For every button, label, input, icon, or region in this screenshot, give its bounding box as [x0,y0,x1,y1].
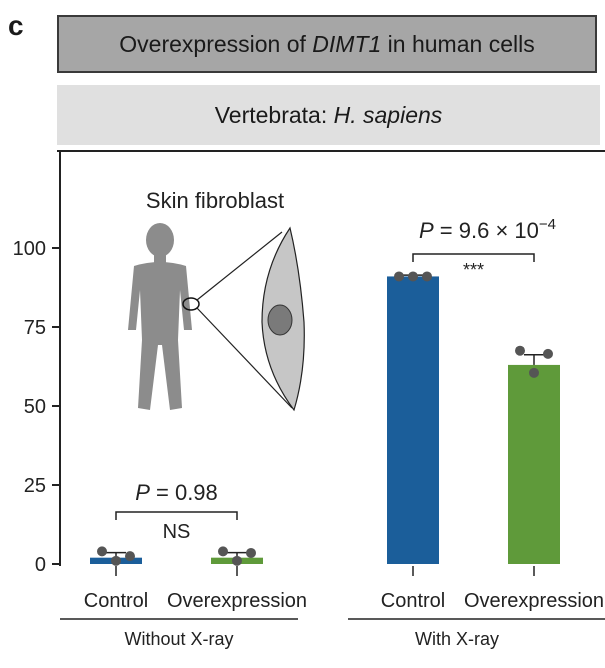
group-label: Without X-ray [124,629,233,649]
y-tick-label: 50 [24,396,46,418]
x-tick-label: Control [381,590,445,612]
title-gene: DIMT1 [312,30,382,57]
y-tick-label: 25 [24,475,46,497]
group-label: With X-ray [415,629,499,649]
data-point [394,271,404,282]
skin-fibroblast-illustration: Skin fibroblast [128,188,305,412]
y-tick-label: 100 [13,238,46,260]
x-tick-label: Overexpression [464,590,604,612]
title-suffix: in human cells [381,30,535,57]
data-point [422,271,432,282]
human-silhouette-icon [128,223,192,410]
organism-label: Vertebrata: H. sapiens [57,85,600,145]
panel-letter: c [8,10,24,41]
x-tick-label: Control [84,590,148,612]
data-point [543,348,553,359]
data-point [218,546,228,557]
organism-prefix: Vertebrata: [214,101,334,128]
fibroblast-cell-icon [261,226,305,412]
experiment-title: Overexpression of DIMT1 in human cells [57,15,597,73]
p-value-label: P = 9.6 × 10−4 [419,216,556,243]
data-point [125,551,135,562]
group-labels: Without X-ray With X-ray [60,618,605,649]
bars: Control Overexpression Control Overexpressi… [84,271,604,612]
zoom-circle [182,297,200,311]
y-tick-label: 0 [35,554,46,576]
y-tick-label: 75 [24,317,46,339]
significance-bracket [412,253,535,262]
bar [508,364,560,564]
data-point [111,555,121,566]
zoom-line-top [196,231,283,301]
data-point [232,555,242,566]
data-point [515,345,525,356]
zoom-line-bottom [196,307,293,409]
organism-species: H. sapiens [333,101,443,128]
significance-bracket [115,511,238,520]
data-point [408,271,418,282]
x-tick-label: Overexpression [167,590,307,612]
bar [387,276,439,564]
significance-label: *** [463,260,484,280]
y-axis: 0 25 50 75 100 [13,150,61,576]
data-point [97,546,107,557]
significance-label: NS [163,521,191,543]
plot-frame-top [57,150,605,152]
comparisons: P = 0.98 NS P = 9.6 × 10−4 *** [115,216,556,543]
data-point [246,547,256,558]
title-prefix: Overexpression of [119,30,313,57]
data-point [529,367,539,378]
p-value-label: P = 0.98 [135,480,218,505]
illustration-label: Skin fibroblast [146,188,284,213]
